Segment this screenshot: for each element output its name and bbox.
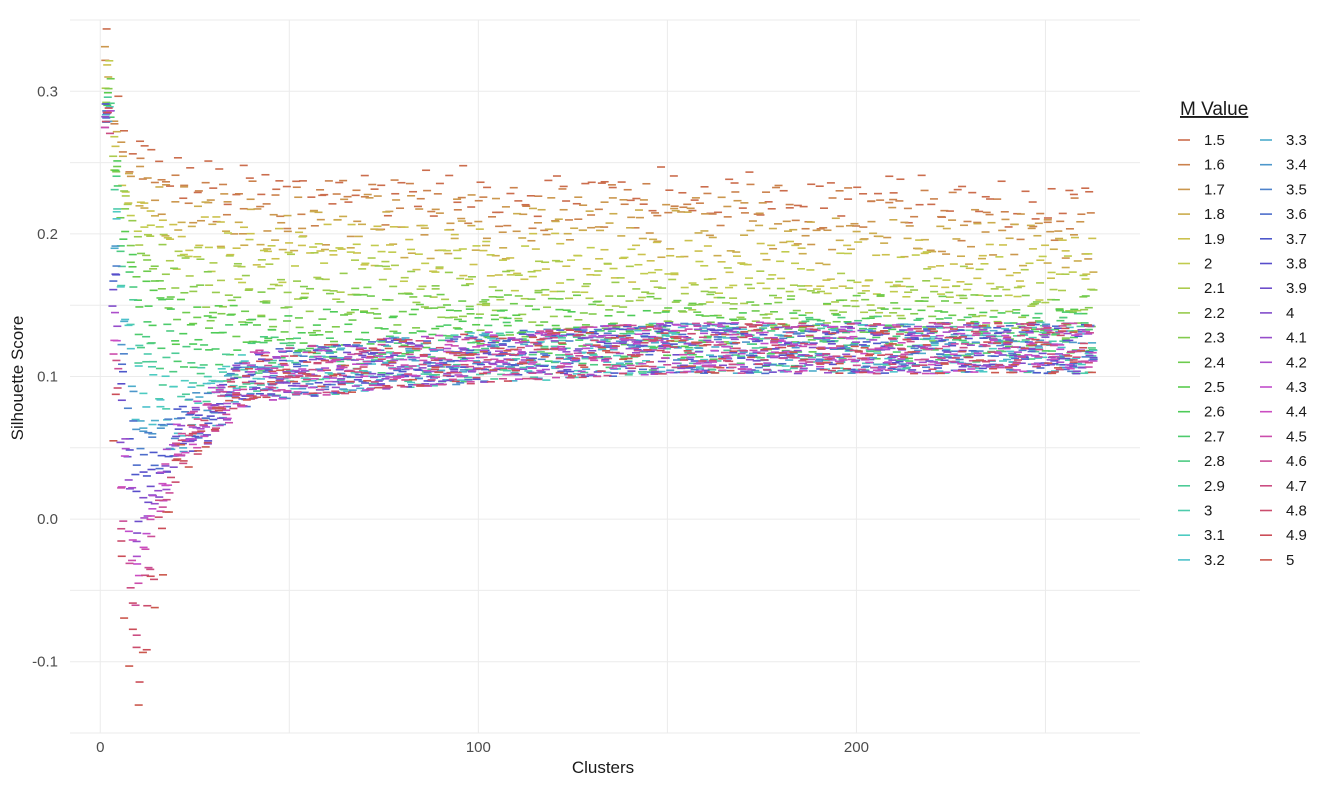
legend-label: 1.7 (1204, 181, 1225, 198)
x-tick-label: 100 (466, 739, 491, 756)
legend-label: 3.3 (1286, 132, 1307, 149)
legend-label: 2.9 (1204, 478, 1225, 495)
legend-label: 3 (1204, 503, 1212, 520)
data-points (100, 28, 1098, 706)
legend-label: 4.5 (1286, 428, 1307, 445)
legend-label: 4.4 (1286, 404, 1307, 421)
legend-label: 2.5 (1204, 379, 1225, 396)
legend-label: 2.7 (1204, 428, 1225, 445)
x-axis-ticks: 0 100 200 (96, 739, 869, 756)
legend-label: 1.9 (1204, 231, 1225, 248)
legend-label: 4.9 (1286, 527, 1307, 544)
legend-label: 4 (1286, 305, 1294, 322)
legend-label: 2 (1204, 256, 1212, 273)
legend-label: 4.8 (1286, 503, 1307, 520)
y-axis-ticks: -0.1 0.0 0.1 0.2 0.3 (32, 83, 58, 670)
legend-label: 3.8 (1286, 256, 1307, 273)
legend-label: 1.6 (1204, 157, 1225, 174)
legend-label: 4.1 (1286, 330, 1307, 347)
x-tick-label: 0 (96, 739, 104, 756)
legend-label: 2.8 (1204, 453, 1225, 470)
legend-label: 1.8 (1204, 206, 1225, 223)
legend-label: 4.7 (1286, 478, 1307, 495)
legend-label: 3.7 (1286, 231, 1307, 248)
legend-label: 3.4 (1286, 157, 1307, 174)
legend-label: 2.3 (1204, 330, 1225, 347)
legend-title: M Value (1180, 99, 1248, 120)
legend-label: 3.2 (1204, 552, 1225, 569)
y-tick-label: 0.1 (37, 369, 58, 386)
legend-label: 1.5 (1204, 132, 1225, 149)
legend-label: 2.6 (1204, 404, 1225, 421)
legend-label: 3.9 (1286, 280, 1307, 297)
legend-label: 5 (1286, 552, 1294, 569)
legend-label: 3.6 (1286, 206, 1307, 223)
x-tick-label: 200 (844, 739, 869, 756)
y-tick-label: 0.3 (37, 83, 58, 100)
x-axis-title: Clusters (572, 758, 634, 777)
grid-lines (70, 19, 1140, 734)
legend-label: 4.2 (1286, 354, 1307, 371)
legend-label: 3.1 (1204, 527, 1225, 544)
legend-label: 3.5 (1286, 181, 1307, 198)
legend: M Value 1.5 1.6 1.7 1.8 1.9 2 2.1 2.2 2.3 2.4 2.5 2… (1178, 99, 1307, 569)
legend-label: 2.1 (1204, 280, 1225, 297)
legend-label: 2.2 (1204, 305, 1225, 322)
legend-label: 4.6 (1286, 453, 1307, 470)
y-axis-title: Silhouette Score (8, 316, 27, 441)
y-tick-label: 0.0 (37, 511, 58, 528)
y-tick-label: 0.2 (37, 226, 58, 243)
y-tick-label: -0.1 (32, 654, 58, 671)
legend-label: 4.3 (1286, 379, 1307, 396)
legend-label: 2.4 (1204, 354, 1225, 371)
